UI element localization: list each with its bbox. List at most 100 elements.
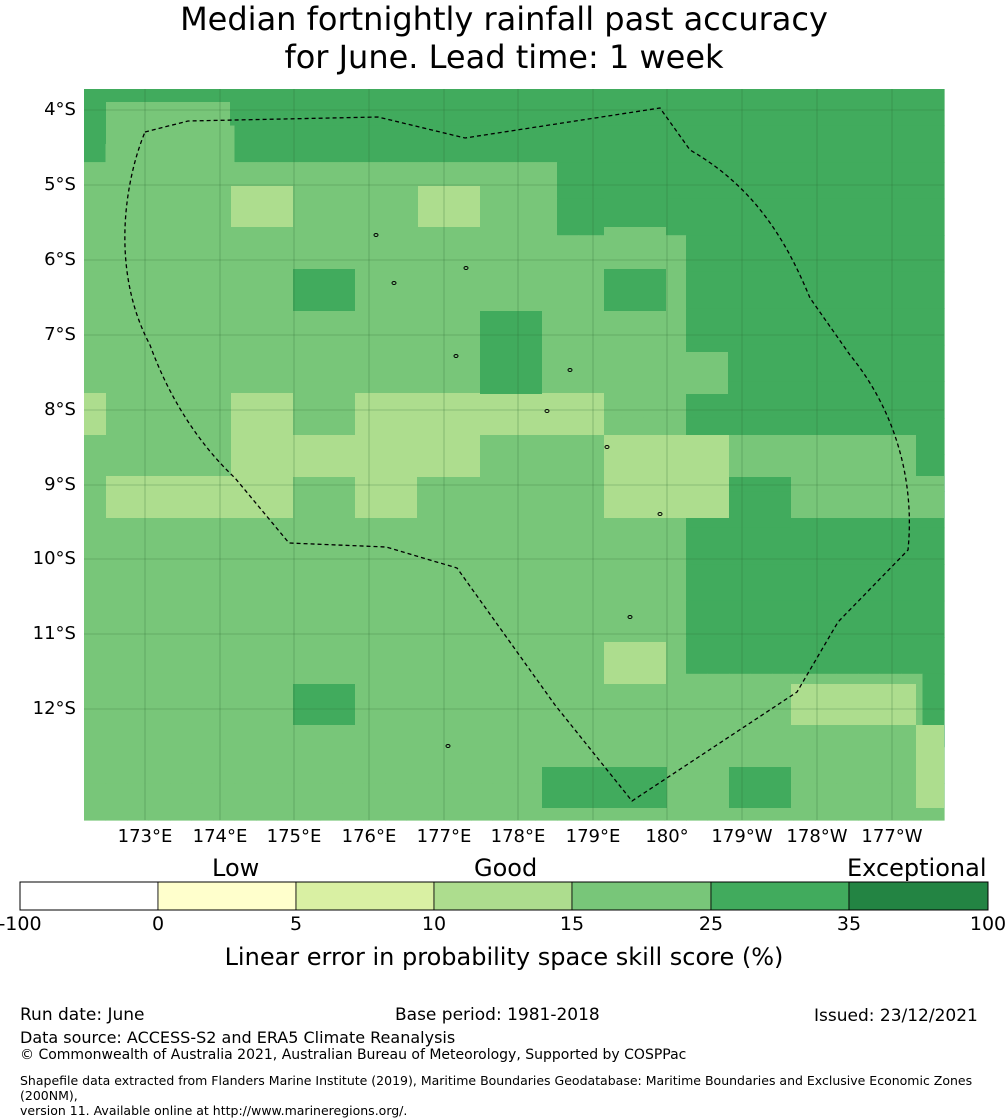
grid-cell [148, 710, 171, 748]
grid-cell [858, 746, 881, 785]
grid-cell [729, 673, 752, 711]
grid-cell [191, 344, 214, 382]
grid-cell [922, 637, 945, 675]
grid-cell [105, 746, 128, 785]
grid-cell [105, 271, 128, 309]
grid-cell [557, 125, 580, 163]
grid-cell [772, 162, 795, 200]
grid-cell [815, 271, 838, 309]
grid-cell [84, 600, 107, 638]
grid-cell [557, 308, 580, 346]
grid-cell [355, 393, 604, 435]
grid-cell [707, 600, 730, 638]
grid-cell [191, 746, 214, 785]
grid-cell [772, 491, 795, 529]
grid-cell [514, 454, 537, 492]
grid-cell [879, 564, 902, 602]
grid-cell [320, 344, 343, 382]
grid-cell [385, 746, 408, 785]
grid-cell [729, 564, 752, 602]
grid-cell [750, 308, 773, 346]
latitude-label: 7°S [44, 324, 76, 345]
grid-cell [922, 344, 945, 382]
shapefile-credit: Shapefile data extracted from Flanders M… [20, 1073, 1008, 1118]
grid-cell [604, 642, 666, 684]
grid-cell [643, 527, 666, 565]
grid-cell [793, 125, 816, 163]
grid-cell [643, 125, 666, 163]
grid-cell [355, 476, 417, 518]
grid-cell [664, 162, 687, 200]
grid-cell [836, 308, 859, 346]
grid-cell [385, 527, 408, 565]
grid-cell [127, 308, 150, 346]
grid-cell [363, 637, 386, 675]
grid-cell [643, 564, 666, 602]
grid-cell [148, 527, 171, 565]
grid-cell [213, 710, 236, 748]
grid-cell [643, 381, 666, 419]
grid-cell [213, 344, 236, 382]
grid-cell [772, 673, 795, 711]
grid-cell [621, 344, 644, 382]
grid-cell [879, 271, 902, 309]
island [373, 233, 379, 237]
grid-cell [858, 235, 881, 273]
grid-cell [299, 89, 322, 127]
grid-cell [772, 125, 795, 163]
grid-cell [836, 162, 859, 200]
grid-cell [127, 710, 150, 748]
grid-cell [84, 808, 944, 820]
grid-cell [879, 344, 902, 382]
grid-cell [901, 637, 924, 675]
grid-cell [578, 527, 601, 565]
grid-cell [535, 710, 558, 748]
colorbar-segment [710, 881, 850, 911]
grid-cell [772, 198, 795, 236]
grid-cell [557, 564, 580, 602]
grid-cell [363, 344, 386, 382]
grid-cell [750, 381, 773, 419]
grid-cell [815, 344, 838, 382]
grid-cell [729, 235, 752, 273]
grid-cell [105, 600, 128, 638]
grid-cell [772, 600, 795, 638]
category-low: Low [212, 854, 260, 882]
grid-cell [406, 271, 429, 309]
colorbar-tick-label: 35 [836, 913, 862, 935]
grid-cell [299, 162, 322, 200]
longitude-label: 177°W [861, 826, 923, 847]
colorbar-tick-label: 5 [289, 913, 303, 935]
grid-cell [234, 235, 257, 273]
grid-cell [213, 564, 236, 602]
grid-cell [922, 600, 945, 638]
grid-cell [492, 600, 515, 638]
grid-cell [256, 527, 279, 565]
grid-cell [342, 637, 365, 675]
grid-cell [84, 198, 107, 236]
category-good: Good [474, 854, 538, 882]
grid-cell [858, 125, 881, 163]
grid-cell [578, 564, 601, 602]
grid-cell [793, 564, 816, 602]
grid-cell [772, 564, 795, 602]
grid-cell [901, 344, 924, 382]
grid-cell [836, 600, 859, 638]
colorbar-tick-label: 10 [421, 913, 447, 935]
grid-cell [879, 746, 902, 785]
grid-cell [922, 417, 945, 456]
grid-cell [535, 89, 558, 127]
grid-cell [428, 271, 451, 309]
grid-cell [148, 417, 171, 456]
grid-cell [621, 564, 644, 602]
grid-cell [256, 637, 279, 675]
grid-cell [750, 89, 773, 127]
grid-cell [879, 198, 902, 236]
grid-cell [148, 381, 171, 419]
grid-cell [385, 89, 408, 127]
grid-cell [105, 673, 128, 711]
grid-cell [729, 435, 916, 477]
grid-cell [729, 89, 752, 127]
grid-cell [815, 89, 838, 127]
grid-cell [729, 600, 752, 638]
